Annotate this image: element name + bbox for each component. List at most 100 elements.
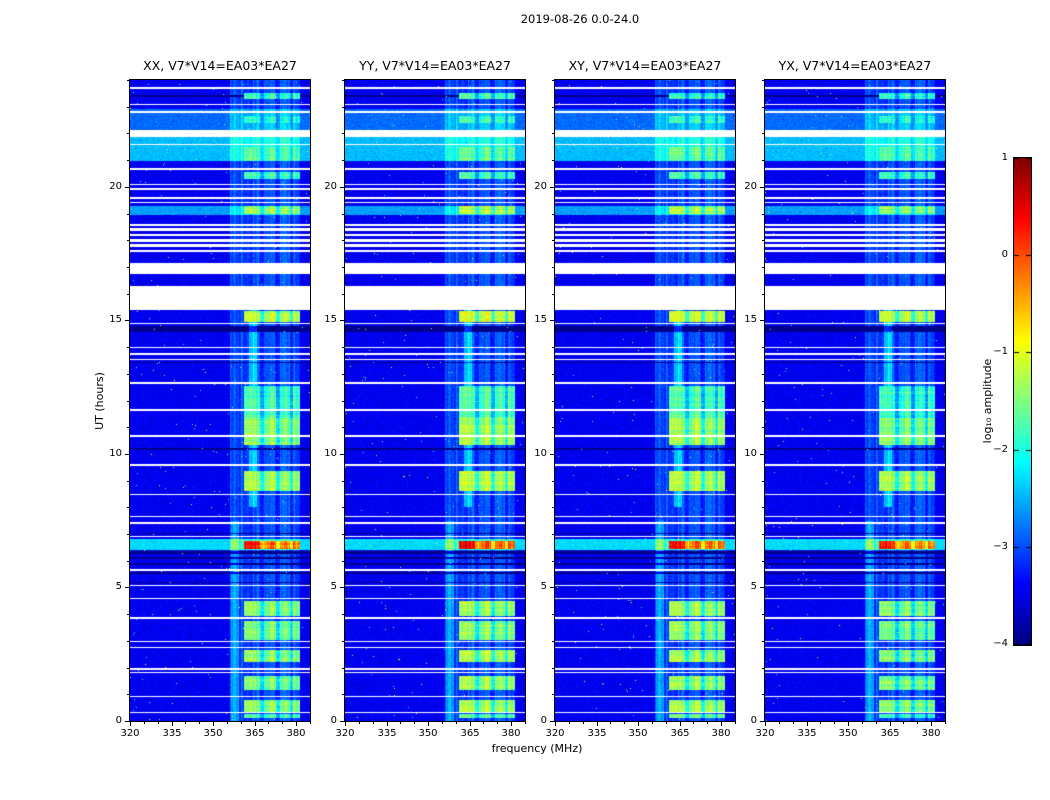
- y-tick-label: 5: [330, 581, 337, 592]
- y-tick: [550, 320, 554, 321]
- x-tick-label: 320: [335, 728, 355, 739]
- y-minor-tick: [127, 80, 129, 81]
- y-minor-tick: [127, 107, 129, 108]
- y-minor-tick: [342, 641, 344, 642]
- x-minor-tick: [414, 722, 415, 724]
- y-minor-tick: [342, 347, 344, 348]
- y-minor-tick: [552, 641, 554, 642]
- x-tick-label: 380: [711, 728, 731, 739]
- x-minor-tick: [652, 722, 653, 724]
- heatmap-panel-xx: [130, 80, 310, 721]
- x-minor-tick: [624, 722, 625, 724]
- y-minor-tick: [552, 80, 554, 81]
- y-tick-label: 10: [534, 448, 547, 459]
- y-tick-label: 0: [540, 715, 547, 726]
- y-minor-tick: [552, 347, 554, 348]
- y-minor-tick: [552, 240, 554, 241]
- x-tick: [255, 722, 256, 726]
- y-tick-label: 0: [115, 715, 122, 726]
- y-minor-tick: [762, 481, 764, 482]
- x-minor-tick: [268, 722, 269, 724]
- x-minor-tick: [310, 722, 311, 724]
- x-minor-tick: [693, 722, 694, 724]
- y-tick: [340, 454, 344, 455]
- x-minor-tick: [779, 722, 780, 724]
- x-tick: [428, 722, 429, 726]
- y-tick: [125, 320, 129, 321]
- x-tick-label: 350: [838, 728, 858, 739]
- x-tick: [511, 722, 512, 726]
- x-minor-tick: [735, 722, 736, 724]
- y-minor-tick: [127, 668, 129, 669]
- y-tick: [760, 187, 764, 188]
- y-minor-tick: [342, 133, 344, 134]
- y-tick: [340, 721, 344, 722]
- y-minor-tick: [342, 160, 344, 161]
- x-minor-tick: [945, 722, 946, 724]
- x-tick: [807, 722, 808, 726]
- x-minor-tick: [199, 722, 200, 724]
- y-minor-tick: [342, 481, 344, 482]
- y-minor-tick: [127, 347, 129, 348]
- x-tick: [680, 722, 681, 726]
- y-minor-tick: [552, 534, 554, 535]
- y-minor-tick: [762, 133, 764, 134]
- x-minor-tick: [820, 722, 821, 724]
- y-minor-tick: [762, 401, 764, 402]
- panel-title-xx: XX, V7*V14=EA03*EA27: [143, 58, 297, 73]
- x-tick: [387, 722, 388, 726]
- x-minor-tick: [400, 722, 401, 724]
- y-minor-tick: [552, 614, 554, 615]
- x-tick: [172, 722, 173, 726]
- y-tick: [760, 587, 764, 588]
- y-minor-tick: [127, 641, 129, 642]
- x-tick-label: 365: [245, 728, 265, 739]
- y-minor-tick: [127, 240, 129, 241]
- x-minor-tick: [917, 722, 918, 724]
- x-minor-tick: [144, 722, 145, 724]
- colorbar-tick-label: −4: [993, 638, 1008, 649]
- x-minor-tick: [497, 722, 498, 724]
- y-minor-tick: [762, 668, 764, 669]
- y-minor-tick: [127, 267, 129, 268]
- x-minor-tick: [569, 722, 570, 724]
- x-minor-tick: [442, 722, 443, 724]
- y-minor-tick: [552, 481, 554, 482]
- y-minor-tick: [127, 294, 129, 295]
- x-tick: [931, 722, 932, 726]
- y-minor-tick: [762, 107, 764, 108]
- y-minor-tick: [552, 214, 554, 215]
- y-tick: [125, 187, 129, 188]
- y-minor-tick: [552, 694, 554, 695]
- y-minor-tick: [552, 401, 554, 402]
- y-tick-label: 5: [115, 581, 122, 592]
- y-minor-tick: [762, 240, 764, 241]
- y-minor-tick: [127, 214, 129, 215]
- colorbar-gradient: [1014, 158, 1031, 645]
- colorbar-tick-label: 1: [1001, 152, 1008, 163]
- x-tick-label: 320: [755, 728, 775, 739]
- y-tick-label: 10: [324, 448, 337, 459]
- y-tick: [340, 320, 344, 321]
- x-tick-label: 380: [501, 728, 521, 739]
- y-minor-tick: [762, 641, 764, 642]
- y-minor-tick: [552, 294, 554, 295]
- y-tick-label: 0: [750, 715, 757, 726]
- y-minor-tick: [342, 401, 344, 402]
- y-minor-tick: [342, 107, 344, 108]
- x-tick-label: 380: [286, 728, 306, 739]
- y-minor-tick: [342, 240, 344, 241]
- panel-title-yx: YX, V7*V14=EA03*EA27: [778, 58, 932, 73]
- y-minor-tick: [342, 427, 344, 428]
- y-tick: [340, 187, 344, 188]
- x-tick-label: 335: [797, 728, 817, 739]
- y-minor-tick: [127, 401, 129, 402]
- x-tick: [345, 722, 346, 726]
- y-tick: [550, 721, 554, 722]
- x-minor-tick: [359, 722, 360, 724]
- x-tick: [638, 722, 639, 726]
- x-minor-tick: [158, 722, 159, 724]
- colorbar-tick-label: 0: [1001, 249, 1008, 260]
